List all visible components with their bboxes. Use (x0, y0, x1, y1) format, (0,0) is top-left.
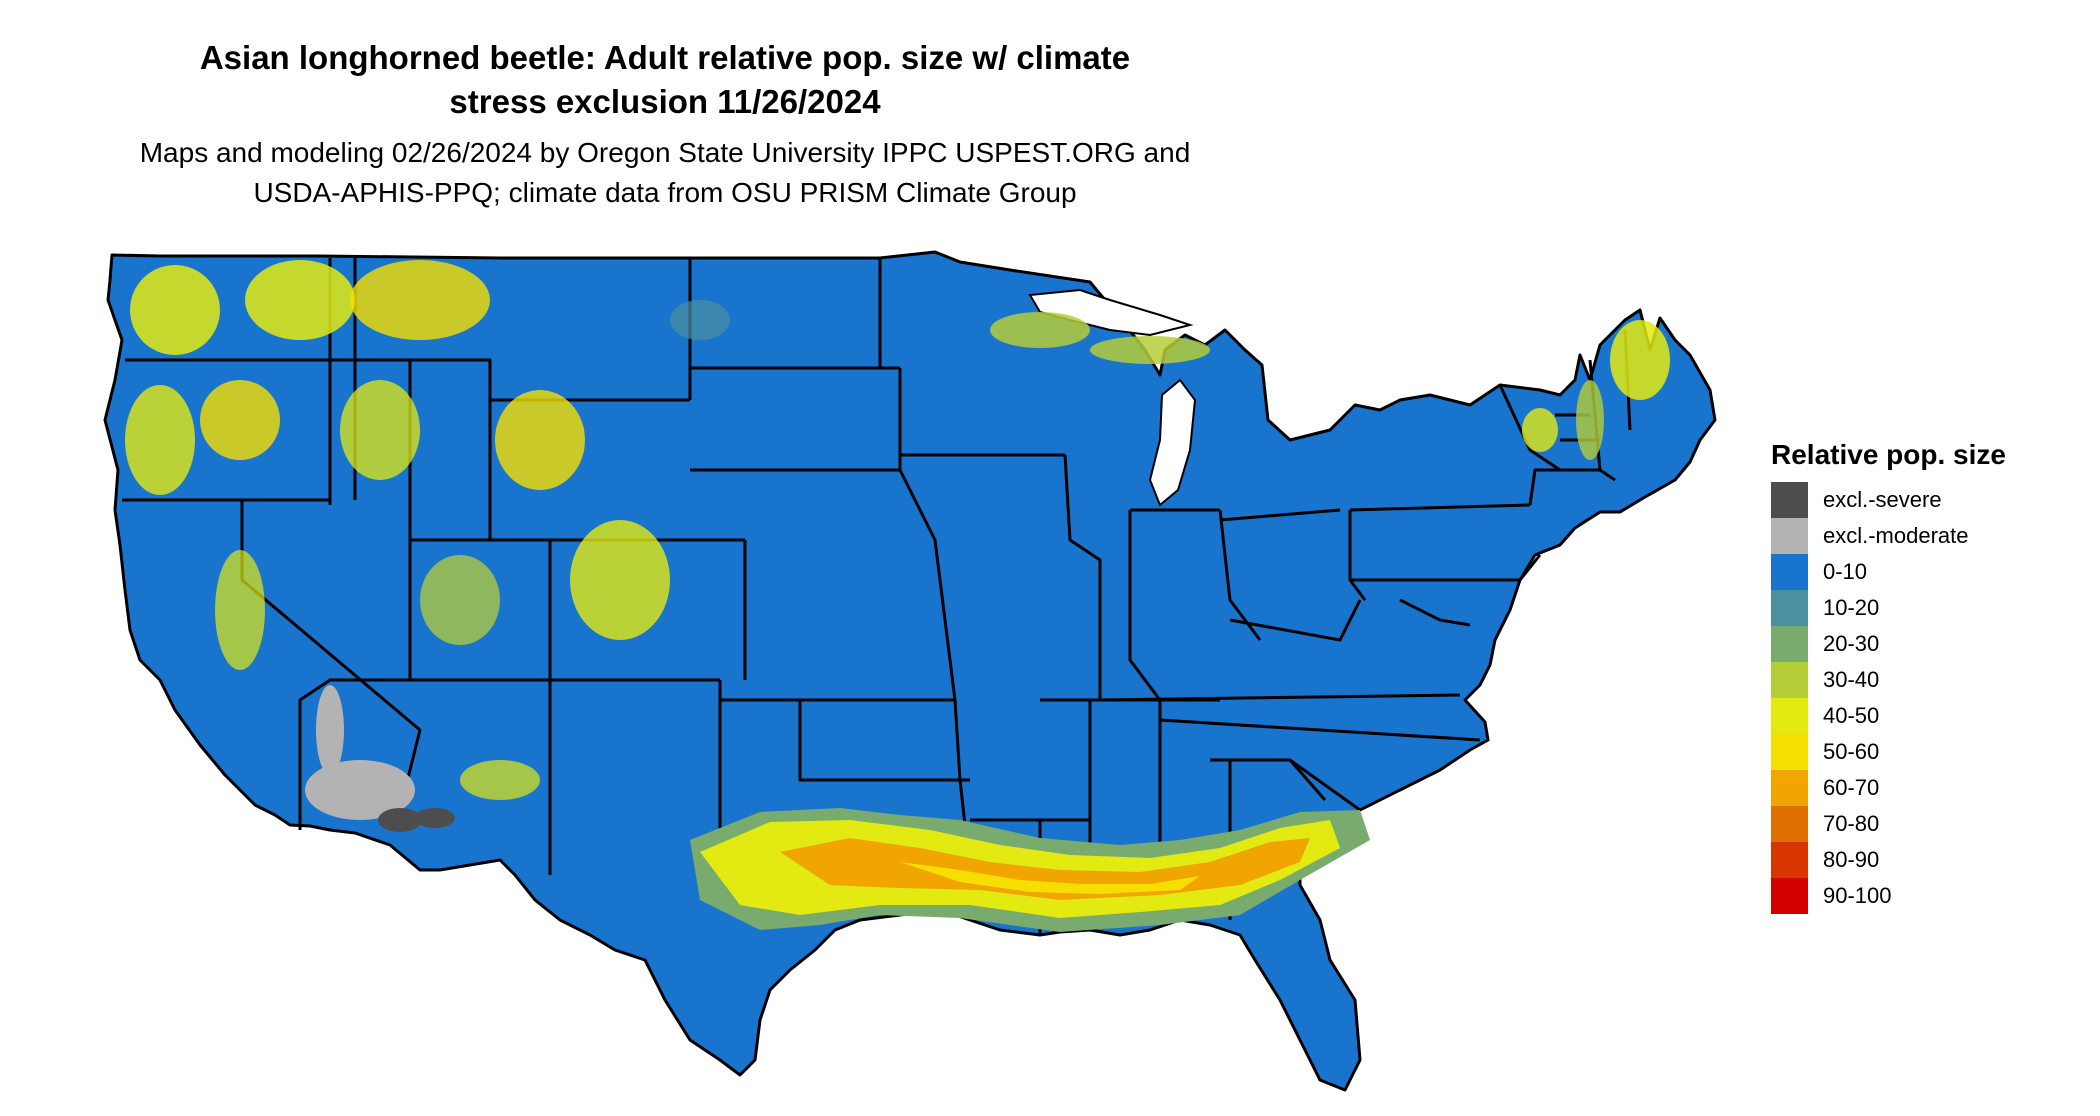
legend-item: 20-30 (1771, 626, 2006, 662)
legend-swatch (1771, 806, 1808, 842)
legend-label: 50-60 (1823, 739, 1880, 764)
legend-swatch (1771, 482, 1808, 518)
south-suitability-band (690, 808, 1370, 932)
legend-swatch (1771, 842, 1808, 878)
legend-item: 80-90 (1771, 842, 2006, 878)
legend-swatch (1771, 878, 1808, 914)
title-line-1: Asian longhorned beetle: Adult relative … (199, 39, 1131, 76)
map-title: Asian longhorned beetle: Adult relative … (0, 36, 1330, 124)
legend-label: 70-80 (1823, 811, 1880, 836)
legend-swatch (1771, 734, 1808, 770)
legend-swatch (1771, 590, 1808, 626)
legend-item: 30-40 (1771, 662, 2006, 698)
legend-item: 10-20 (1771, 590, 2006, 626)
legend-label: 40-50 (1823, 703, 1880, 728)
northeast-suitability-patches (990, 312, 1670, 460)
us-outline (103, 250, 1717, 1092)
legend-swatch (1771, 770, 1808, 806)
legend-item: 60-70 (1771, 770, 2006, 806)
legend-label: excl.-severe (1823, 487, 1942, 512)
legend-item: excl.-moderate (1771, 518, 2006, 554)
legend-label: 90-100 (1823, 883, 1892, 908)
subtitle-line-2: USDA-APHIS-PPQ; climate data from OSU PR… (253, 177, 1077, 208)
excluded-zone (305, 685, 455, 832)
legend-label: excl.-moderate (1823, 523, 1969, 548)
legend-item: 70-80 (1771, 806, 2006, 842)
legend-item: 40-50 (1771, 698, 2006, 734)
title-line-2: stress exclusion 11/26/2024 (449, 83, 881, 120)
legend-title: Relative pop. size (1771, 439, 2006, 470)
lake-michigan (1148, 378, 1197, 507)
legend-swatch (1771, 554, 1808, 590)
legend-label: 10-20 (1823, 595, 1880, 620)
legend-swatch (1771, 662, 1808, 698)
legend-swatch (1771, 626, 1808, 662)
legend-swatch (1771, 698, 1808, 734)
legend-label: 30-40 (1823, 667, 1880, 692)
map-subtitle: Maps and modeling 02/26/2024 by Oregon S… (0, 133, 1330, 213)
legend-label: 60-70 (1823, 775, 1880, 800)
subtitle-line-1: Maps and modeling 02/26/2024 by Oregon S… (139, 137, 1191, 168)
legend: Relative pop. size excl.-severe excl.-mod… (1771, 438, 2006, 914)
west-suitability-patches (125, 260, 730, 800)
legend-item: 0-10 (1771, 554, 2006, 590)
legend-label: 80-90 (1823, 847, 1880, 872)
legend-item: 50-60 (1771, 734, 2006, 770)
legend-item: 90-100 (1771, 878, 2006, 914)
legend-label: 20-30 (1823, 631, 1880, 656)
legend-item: excl.-severe (1771, 482, 2006, 518)
legend-items: excl.-severe excl.-moderate 0-10 10-20 20-30… (1771, 482, 2006, 914)
us-map (103, 250, 1717, 1092)
legend-label: 0-10 (1823, 559, 1868, 584)
legend-swatch (1771, 518, 1808, 554)
